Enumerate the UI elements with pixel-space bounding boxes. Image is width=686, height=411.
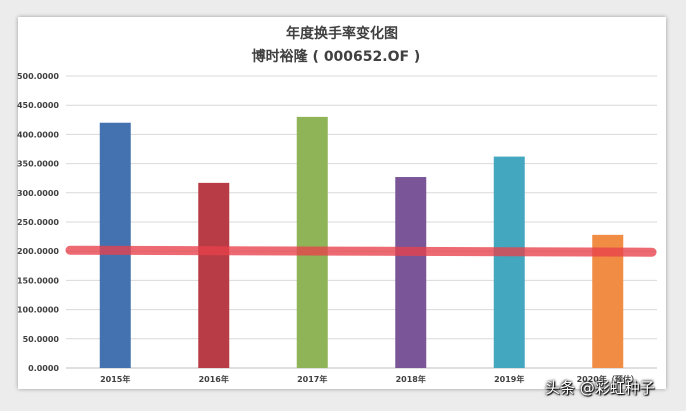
x-tick-label: 2015年 [100, 374, 130, 384]
y-tick-label: 200.0000 [17, 247, 59, 256]
y-tick-label: 250.0000 [17, 218, 59, 227]
x-tick-label: 2017年 [297, 374, 327, 384]
y-tick-label: 300.0000 [17, 189, 59, 198]
chart-subtitle: 博时裕隆 ( 000652.OF ) [252, 48, 421, 65]
y-tick-label: 150.0000 [17, 276, 59, 285]
y-tick-label: 50.0000 [23, 335, 60, 344]
y-tick-label: 500.0000 [17, 72, 59, 81]
reference-line-group [65, 245, 657, 257]
reference-line [65, 245, 657, 257]
gridlines [66, 75, 657, 369]
x-tick-label: 2018年 [396, 374, 426, 384]
y-tick-label: 350.0000 [17, 160, 59, 169]
x-tick-label: 2019年 [494, 374, 524, 384]
y-axis: 0.0000 50.0000 100.0000 150.0000 200.0000 250… [17, 72, 59, 373]
x-axis: 2015年 2016年 2017年 2018年 2019年 2020年（预估） [100, 374, 639, 384]
bar [395, 177, 427, 368]
y-tick-label: 450.0000 [17, 101, 59, 110]
y-tick-label: 400.0000 [17, 130, 59, 139]
bar [592, 234, 624, 368]
bar [198, 182, 230, 368]
bar [296, 116, 328, 368]
x-tick-label: 2016年 [199, 374, 229, 384]
bar [493, 156, 525, 368]
x-tick-label: 2020年（预估） [577, 374, 639, 384]
chart-title: 年度换手率变化图 [286, 25, 398, 42]
watermark: 头条 @彩虹种子 [545, 379, 655, 397]
bar [99, 122, 131, 368]
y-tick-label: 0.0000 [28, 364, 59, 373]
bars [99, 116, 624, 368]
y-tick-label: 100.0000 [17, 306, 59, 315]
